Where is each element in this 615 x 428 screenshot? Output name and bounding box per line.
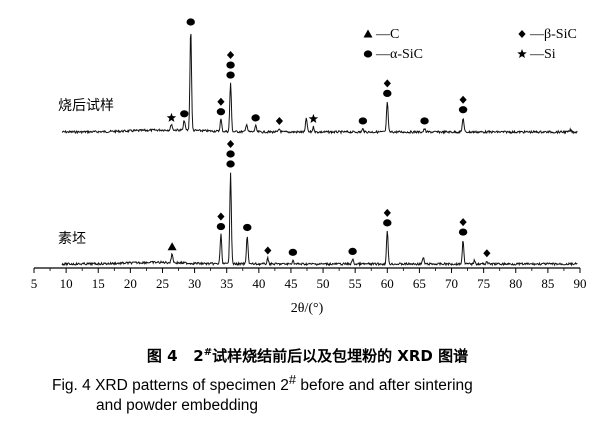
x-tick-label: 60 bbox=[381, 276, 394, 291]
legend-label: —C bbox=[375, 27, 399, 42]
x-tick-label: 70 bbox=[445, 276, 458, 291]
diamond-marker bbox=[275, 116, 283, 125]
x-tick-label: 10 bbox=[60, 276, 73, 291]
caption-cn-sup: # bbox=[203, 347, 213, 358]
circle-marker bbox=[216, 222, 226, 231]
diamond-marker bbox=[459, 218, 467, 227]
circle-marker bbox=[186, 18, 195, 26]
x-tick-label: 55 bbox=[349, 276, 362, 291]
x-tick-label: 40 bbox=[252, 276, 265, 291]
peak-markers bbox=[166, 18, 491, 258]
diamond-marker bbox=[264, 246, 272, 255]
x-axis: 5 10 15 20 25 30 35 40 45 50 55 60 65 70 75 80 85 90 bbox=[31, 267, 587, 291]
circle-marker bbox=[226, 71, 235, 79]
series-label-2: 素坯 bbox=[58, 231, 86, 247]
x-tick-label: 80 bbox=[509, 276, 522, 291]
caption-cn-text: 试样烧结前后以及包埋粉的 XRD 图谱 bbox=[212, 347, 469, 365]
diamond-marker bbox=[226, 140, 235, 148]
series-label-1: 烧后试样 bbox=[58, 98, 114, 114]
x-tick-label: 5 bbox=[31, 276, 38, 291]
triangle-marker bbox=[167, 242, 177, 251]
series-line-2 bbox=[61, 172, 578, 267]
caption-cn-num: 2 bbox=[193, 347, 204, 365]
xrd-chart: 5 10 15 20 25 30 35 40 45 50 55 60 65 70 75 80 85 90 —C —β… bbox=[31, 18, 587, 316]
circle-marker bbox=[251, 114, 260, 122]
star-marker bbox=[166, 112, 177, 122]
x-tick-label: 85 bbox=[541, 276, 554, 291]
diamond-marker bbox=[217, 212, 225, 221]
star-marker bbox=[308, 113, 319, 123]
x-tick-label: 20 bbox=[124, 276, 137, 291]
caption-chinese: 图 4 2#试样烧结前后以及包埋粉的 XRD 图谱 bbox=[0, 345, 615, 366]
diamond-marker bbox=[483, 249, 491, 258]
circle-marker bbox=[216, 108, 226, 116]
diamond-marker bbox=[518, 30, 526, 38]
legend-label: —β-SiC bbox=[529, 27, 577, 42]
x-tick-label: 45 bbox=[284, 276, 297, 291]
caption-en-line2: and powder embedding bbox=[96, 397, 259, 415]
caption-en-sup: # bbox=[288, 372, 297, 387]
circle-marker bbox=[243, 223, 252, 232]
circle-marker bbox=[420, 117, 429, 125]
circle-marker bbox=[348, 247, 357, 255]
xrd-series bbox=[61, 33, 578, 267]
star-marker bbox=[517, 49, 527, 59]
diamond-marker bbox=[383, 79, 391, 88]
circle-marker bbox=[358, 117, 368, 125]
circle-marker bbox=[226, 160, 235, 168]
caption-en-line1-end: before and after sintering bbox=[296, 377, 473, 395]
circle-marker bbox=[458, 228, 468, 236]
circle-marker bbox=[458, 106, 468, 114]
caption-en-line1-text: Fig. 4 XRD patterns of specimen 2 bbox=[52, 377, 289, 395]
x-tick-label: 90 bbox=[574, 276, 587, 291]
x-tick-label: 65 bbox=[413, 276, 426, 291]
x-tick-label: 75 bbox=[477, 276, 490, 291]
legend: —C —β-SiC —α-SiC —Si bbox=[363, 27, 577, 62]
circle-marker bbox=[383, 89, 392, 97]
circle-marker bbox=[288, 248, 298, 256]
series-line-1 bbox=[61, 33, 578, 135]
x-tick-label: 50 bbox=[317, 276, 330, 291]
caption-english: Fig. 4 XRD patterns of specimen 2# befor… bbox=[52, 370, 612, 416]
caption-en-line1: Fig. 4 XRD patterns of specimen 2# befor… bbox=[52, 370, 612, 396]
triangle-marker bbox=[363, 29, 373, 38]
x-tick-label: 30 bbox=[188, 276, 201, 291]
circle-marker bbox=[226, 150, 235, 158]
legend-label: —α-SiC bbox=[375, 47, 423, 62]
x-tick-label: 35 bbox=[220, 276, 233, 291]
circle-marker bbox=[180, 110, 189, 118]
diamond-marker bbox=[226, 51, 235, 60]
caption-cn-prefix: 图 4 bbox=[146, 347, 178, 365]
diamond-marker bbox=[383, 208, 391, 217]
x-tick-label: 15 bbox=[92, 276, 105, 291]
diamond-marker bbox=[459, 95, 467, 104]
x-axis-title: 2θ/(°) bbox=[291, 301, 324, 316]
circle-marker bbox=[383, 219, 392, 227]
x-tick-label: 25 bbox=[156, 276, 169, 291]
legend-label: —Si bbox=[529, 47, 556, 62]
circle-marker bbox=[363, 50, 373, 58]
circle-marker bbox=[226, 61, 235, 69]
diamond-marker bbox=[217, 97, 225, 106]
